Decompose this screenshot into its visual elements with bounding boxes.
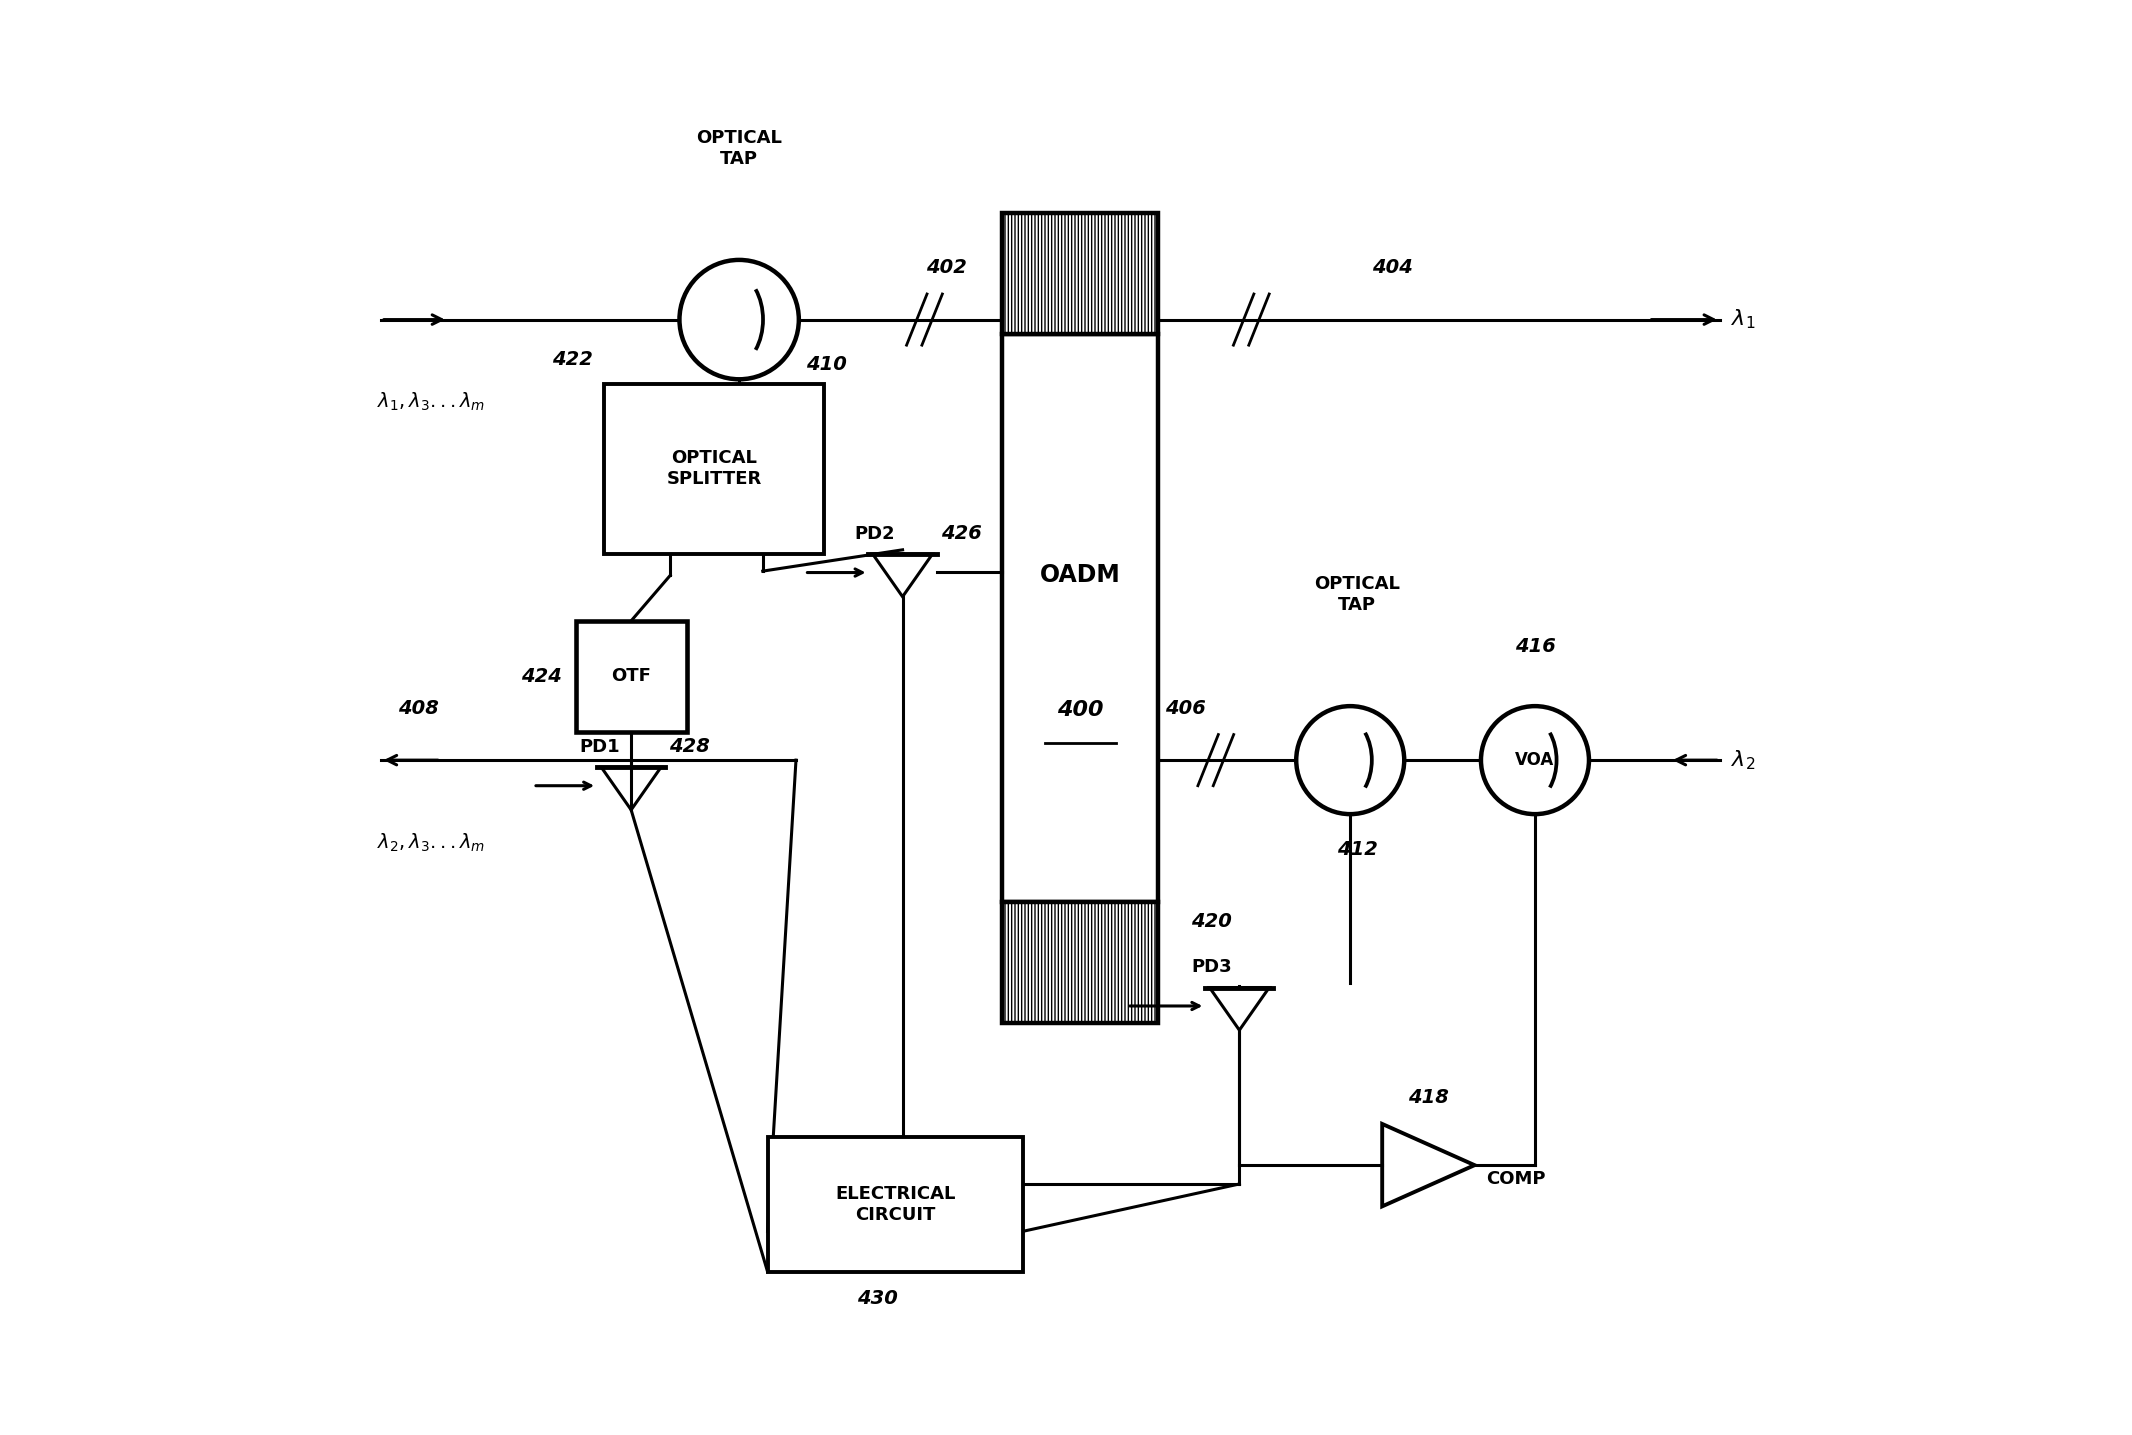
Text: OPTICAL
TAP: OPTICAL TAP	[1315, 575, 1401, 614]
Text: $\lambda_2,\lambda_3...\lambda_m$: $\lambda_2,\lambda_3...\lambda_m$	[377, 831, 486, 854]
Bar	[1002, 903, 1158, 1023]
Text: 424: 424	[520, 667, 561, 686]
Text: 418: 418	[1407, 1088, 1450, 1106]
Text: $\lambda_1$: $\lambda_1$	[1731, 307, 1755, 331]
Text: 400: 400	[1057, 700, 1104, 720]
Bar	[768, 1137, 1023, 1271]
Text: ELECTRICAL
CIRCUIT: ELECTRICAL CIRCUIT	[836, 1185, 955, 1224]
Bar	[576, 621, 687, 732]
Circle shape	[1482, 706, 1588, 814]
Circle shape	[680, 260, 800, 379]
Text: OADM: OADM	[1040, 564, 1121, 587]
Text: 406: 406	[1166, 699, 1207, 718]
Text: 408: 408	[399, 699, 439, 718]
Text: OTF: OTF	[612, 667, 650, 686]
Text: 402: 402	[925, 258, 966, 277]
Text: VOA: VOA	[1516, 751, 1554, 769]
Circle shape	[1296, 706, 1405, 814]
Text: 410: 410	[806, 354, 846, 375]
Text: 426: 426	[940, 524, 983, 542]
Bar	[603, 383, 825, 554]
Text: 422: 422	[552, 350, 593, 369]
Text: PD1: PD1	[580, 738, 620, 756]
Text: OPTICAL
SPLITTER: OPTICAL SPLITTER	[667, 449, 761, 488]
Text: 430: 430	[857, 1289, 898, 1307]
Text: PD2: PD2	[855, 525, 895, 542]
Text: PD3: PD3	[1192, 959, 1232, 976]
Text: 412: 412	[1337, 839, 1377, 858]
Text: $\lambda_2$: $\lambda_2$	[1731, 748, 1755, 772]
Text: COMP: COMP	[1486, 1171, 1546, 1188]
Text: 420: 420	[1192, 911, 1232, 931]
Text: $\lambda_1,\lambda_3...\lambda_m$: $\lambda_1,\lambda_3...\lambda_m$	[377, 390, 486, 413]
Bar	[1002, 334, 1158, 903]
Text: 404: 404	[1373, 258, 1414, 277]
Text: 416: 416	[1514, 637, 1556, 656]
Text: OPTICAL
TAP: OPTICAL TAP	[697, 129, 782, 168]
Text: 428: 428	[669, 736, 710, 756]
Bar	[1002, 212, 1158, 334]
